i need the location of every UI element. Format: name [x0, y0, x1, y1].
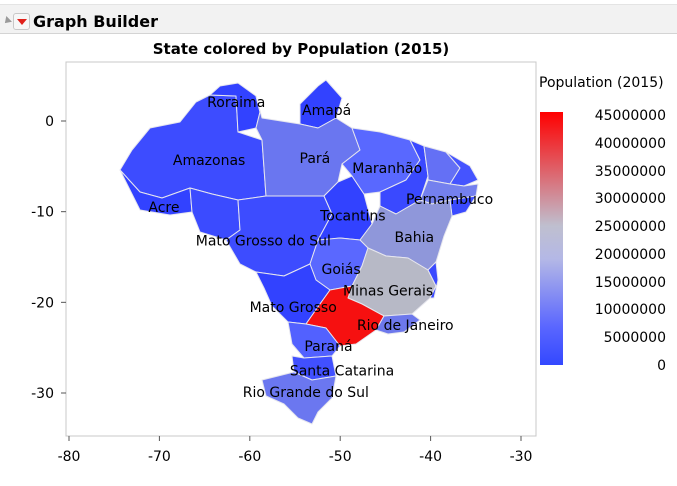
legend-label: 5000000 — [603, 330, 666, 347]
legend-label: 40000000 — [594, 135, 666, 152]
y-tick-label: -30 — [31, 386, 54, 402]
state-label: Bahia — [395, 230, 435, 246]
x-tick-label: -80 — [58, 449, 81, 465]
state-label: Roraima — [207, 95, 265, 111]
legend-label: 45000000 — [594, 108, 666, 124]
state-label: Maranhão — [352, 161, 422, 177]
window-title: Graph Builder — [33, 12, 158, 31]
state-shape-espirito-santo[interactable] — [427, 261, 439, 299]
legend-label: 30000000 — [594, 191, 666, 208]
title-bar: Graph Builder — [0, 4, 677, 34]
y-tick-label: 0 — [45, 114, 54, 130]
state-label: Goiás — [322, 262, 361, 278]
chart-title: State colored by Population (2015) — [152, 40, 450, 58]
x-tick-label: -30 — [510, 449, 533, 465]
legend-label: 35000000 — [594, 163, 666, 180]
x-tick-label: -70 — [148, 449, 171, 465]
legend-label: 10000000 — [594, 302, 666, 319]
legend-label: 25000000 — [594, 219, 666, 236]
legend-label: 0 — [657, 358, 666, 374]
x-tick-label: -50 — [329, 449, 352, 465]
state-label: Santa Catarina — [290, 363, 394, 379]
axes: -80 -70 -60 -50 -40 -30 0 -10 -20 -30 — [31, 114, 532, 465]
state-label: Pernambuco — [406, 192, 493, 208]
y-tick-label: -20 — [31, 295, 54, 311]
legend-title: Population (2015) — [539, 75, 664, 91]
state-label: Acre — [148, 200, 179, 216]
state-shape-parana[interactable] — [287, 321, 341, 359]
state-label: Pará — [300, 151, 331, 167]
state-label: Mato Grosso — [250, 300, 337, 316]
x-tick-label: -40 — [419, 449, 442, 465]
state-label: Mato Grosso do Sul — [196, 234, 331, 250]
state-label: Rio Grande do Sul — [243, 385, 369, 401]
state-label: Minas Gerais — [343, 284, 433, 300]
state-label: Amazonas — [173, 153, 245, 169]
state-shape-rio-grande-do-sul[interactable] — [261, 371, 337, 425]
state-label: Amapá — [302, 103, 351, 119]
state-shapes — [119, 79, 479, 425]
legend-label: 20000000 — [594, 246, 666, 263]
legend-color-bar — [540, 112, 563, 365]
y-tick-label: -10 — [31, 205, 54, 221]
state-shape-rio-de-janeiro[interactable] — [375, 313, 421, 335]
state-label: Tocantins — [319, 208, 385, 224]
state-label: Paraná — [304, 339, 352, 355]
x-tick-label: -60 — [238, 449, 261, 465]
legend-label: 15000000 — [594, 274, 666, 291]
state-labels: Roraima Amapá Amazonas Pará Maranhão Pernambu… — [148, 95, 493, 401]
red-triangle-menu-icon[interactable] — [13, 13, 30, 30]
state-label: Rio de Janeiro — [357, 318, 454, 334]
